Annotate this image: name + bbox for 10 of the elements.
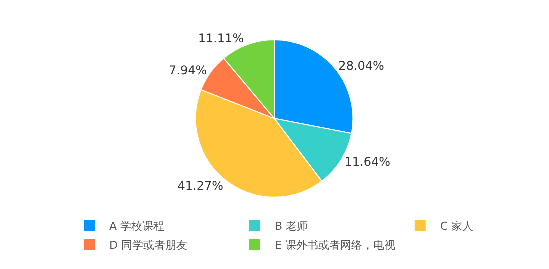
legend-label: D 同学或者朋友 — [110, 238, 188, 252]
data-label: 11.64% — [344, 155, 391, 170]
data-label: 11.11% — [198, 32, 244, 46]
data-label: 41.27% — [178, 178, 224, 193]
legend-label: E 课外书或者网络，电视 — [274, 238, 396, 252]
legend-label: C 家人 — [440, 220, 474, 233]
legend-label: B 老师 — [274, 220, 308, 233]
data-label: 7.94% — [169, 63, 208, 78]
data-label: 28.04% — [338, 58, 384, 73]
legend-label: A 学校课程 — [110, 220, 165, 233]
